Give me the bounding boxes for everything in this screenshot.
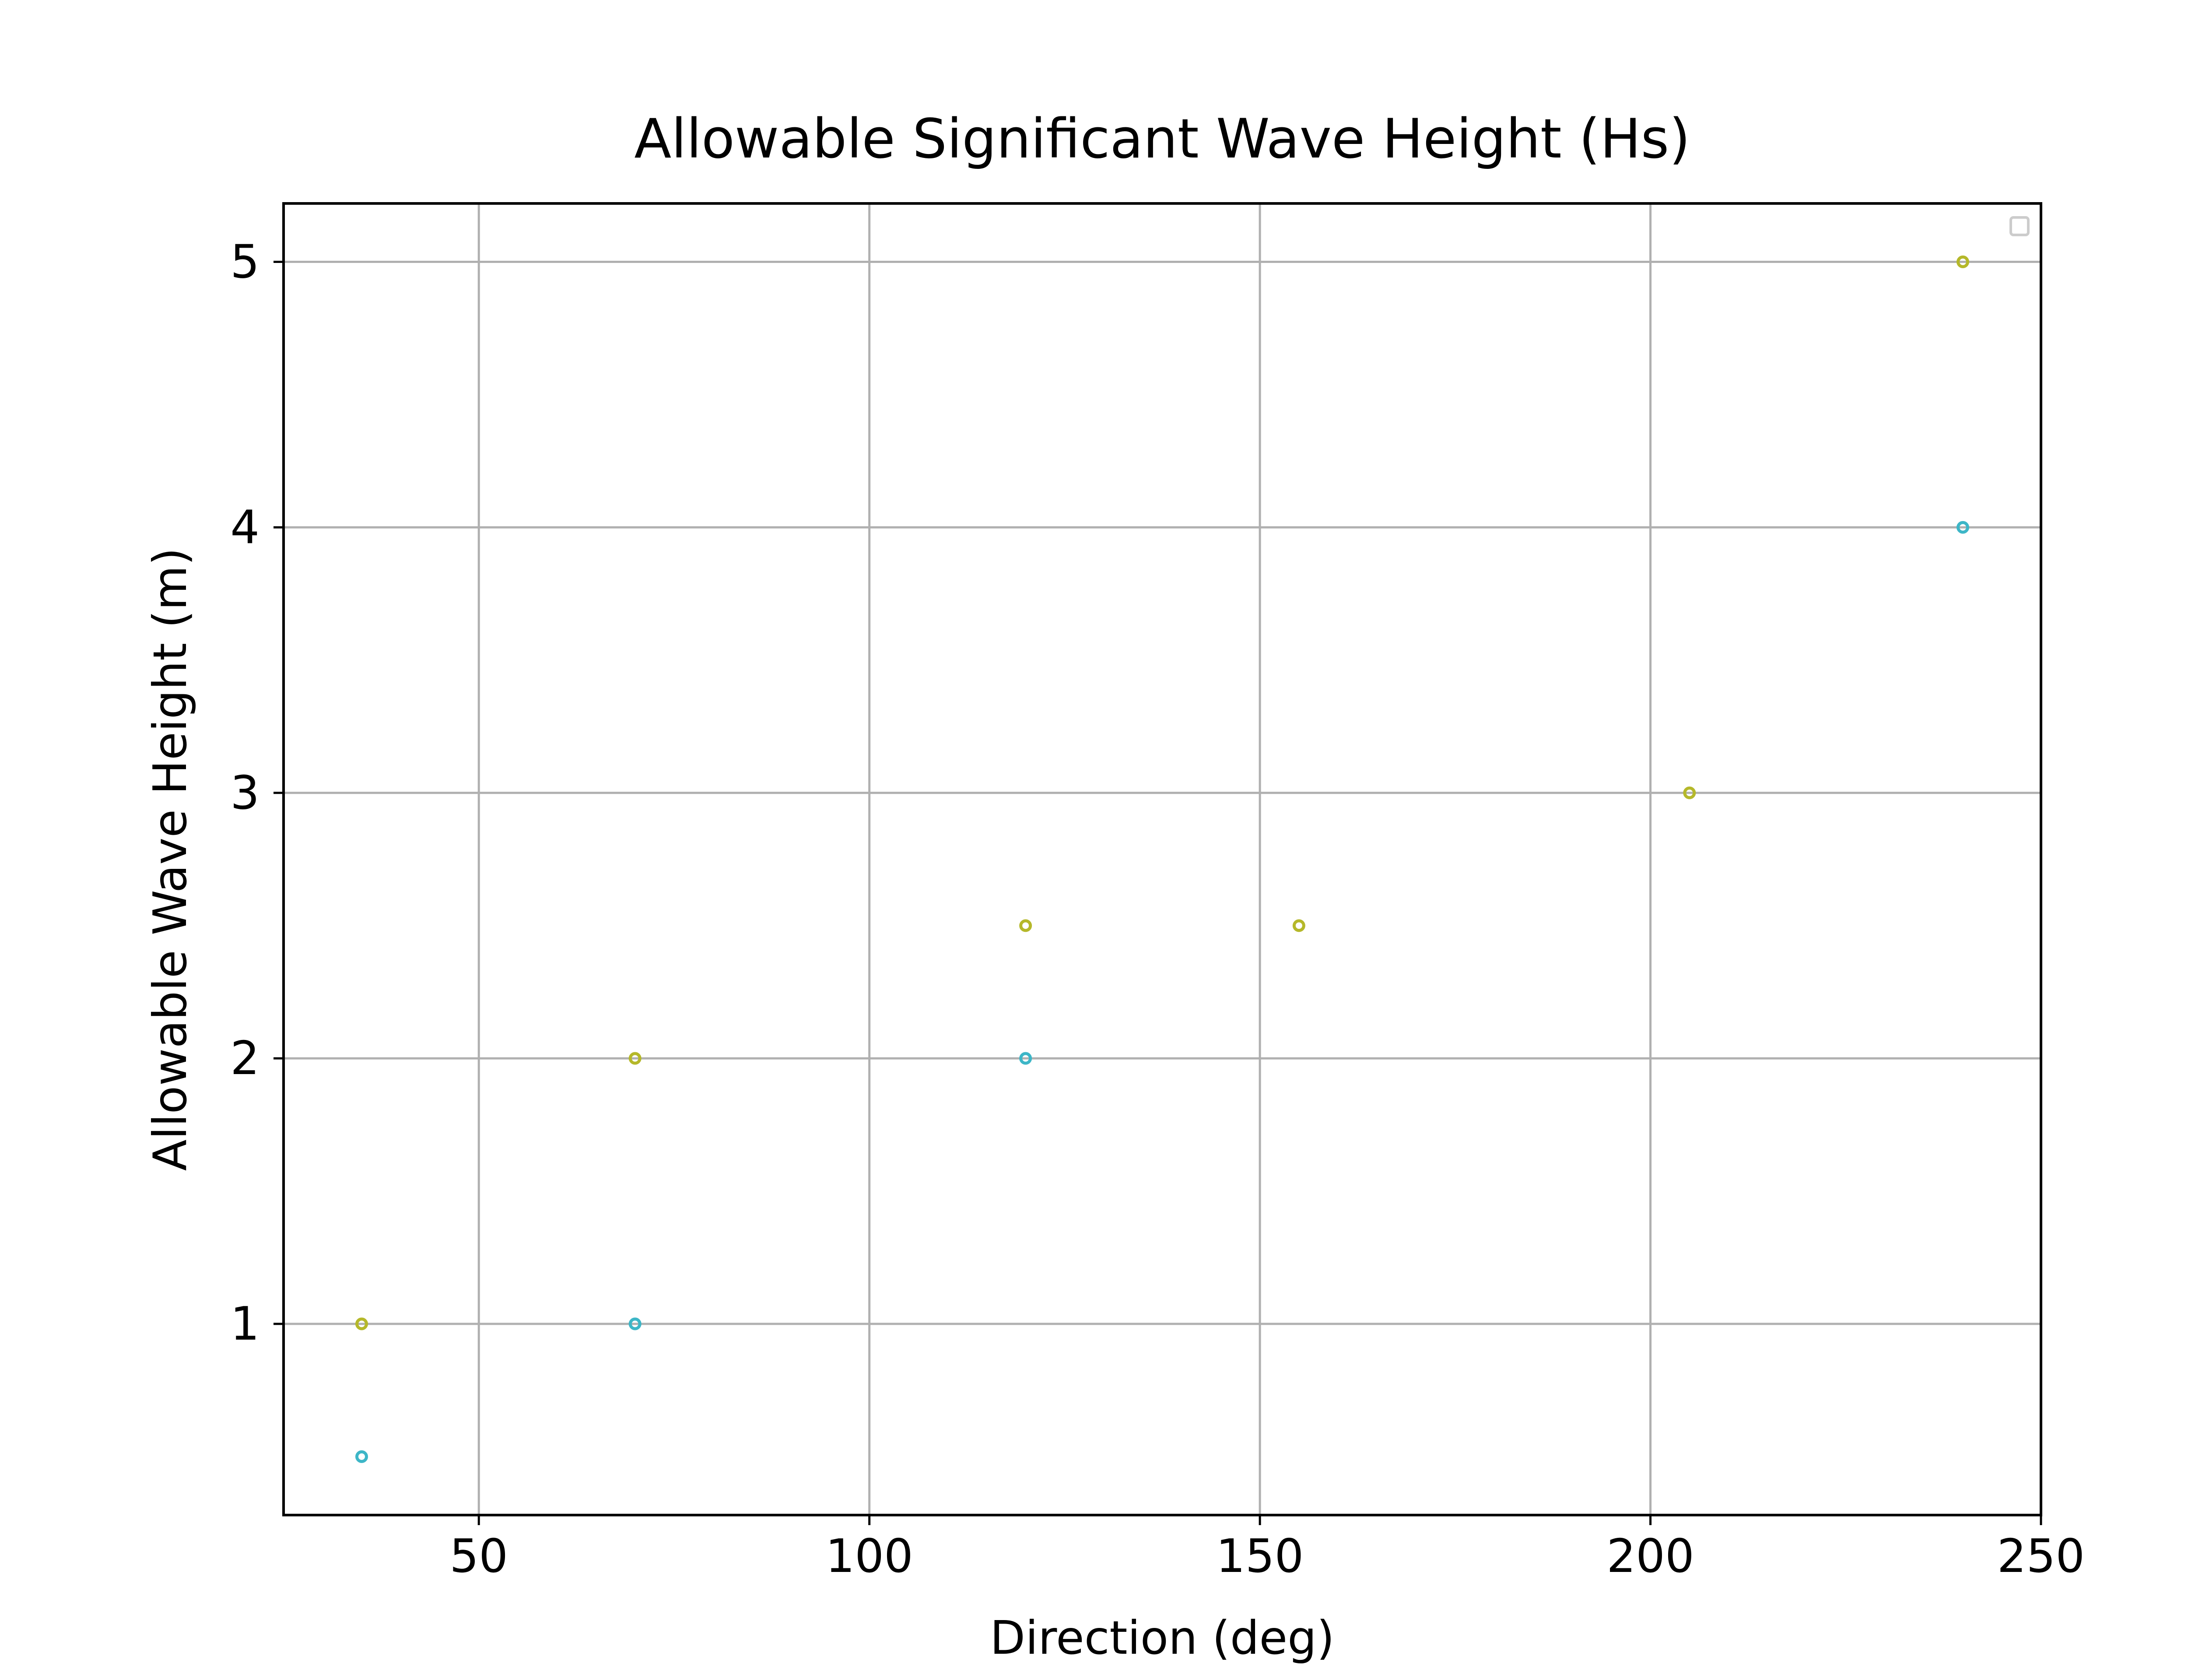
scatter-point-series-1 xyxy=(1292,919,1305,932)
chart-title: Allowable Significant Wave Height (Hs) xyxy=(634,108,1690,171)
data-points xyxy=(355,256,1970,1463)
y-tick-label: 4 xyxy=(230,500,259,554)
y-tick-label: 3 xyxy=(230,766,259,819)
scatter-point-series-1 xyxy=(1957,256,1970,269)
x-tick-label: 50 xyxy=(449,1530,508,1583)
scatter-point-series-2 xyxy=(1019,1052,1032,1065)
x-tick-label: 100 xyxy=(825,1530,913,1583)
x-axis-label: Direction (deg) xyxy=(990,1611,1335,1665)
scatter-point-series-2 xyxy=(628,1317,642,1330)
x-tick-label: 200 xyxy=(1606,1530,1694,1583)
scatter-point-series-2 xyxy=(355,1450,368,1463)
scatter-point-series-1 xyxy=(1683,786,1696,799)
plot-area xyxy=(284,203,2041,1515)
x-tick-label: 250 xyxy=(1997,1530,2085,1583)
scatter-point-series-2 xyxy=(1957,521,1970,534)
y-tick-label: 2 xyxy=(230,1032,259,1085)
scatter-point-series-1 xyxy=(1019,919,1032,932)
y-tick-label: 5 xyxy=(230,235,259,289)
scatter-point-series-1 xyxy=(628,1052,642,1065)
axis-ticks: 50 100 150 200 250 1 2 3 4 5 xyxy=(230,235,2085,1583)
scatter-point-series-1 xyxy=(355,1317,368,1330)
plot-frame xyxy=(282,202,2042,1516)
legend-box xyxy=(2009,216,2030,236)
x-tick-label: 150 xyxy=(1216,1530,1304,1583)
y-axis-label: Allowable Wave Height (m) xyxy=(144,548,197,1171)
y-tick-label: 1 xyxy=(230,1297,259,1351)
